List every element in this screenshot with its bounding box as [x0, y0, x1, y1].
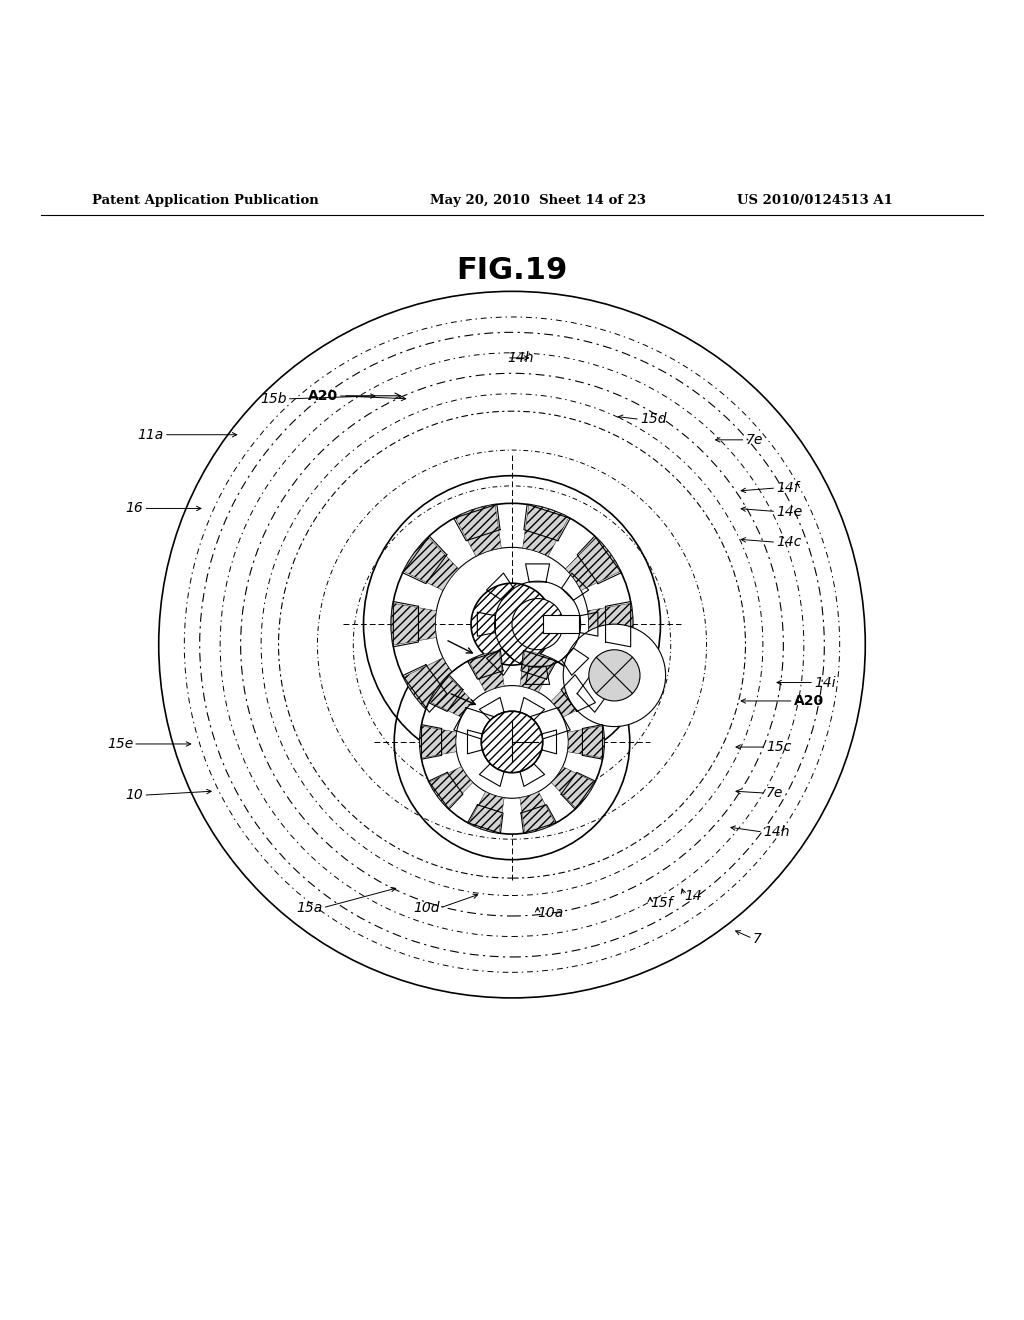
Wedge shape — [565, 537, 621, 590]
Wedge shape — [429, 676, 473, 717]
Text: 14i: 14i — [814, 676, 836, 689]
Wedge shape — [469, 792, 504, 833]
Wedge shape — [567, 726, 604, 758]
Text: US 2010/0124513 A1: US 2010/0124513 A1 — [737, 194, 893, 207]
Text: 10a: 10a — [538, 906, 564, 920]
Wedge shape — [551, 767, 595, 808]
Text: 14c: 14c — [776, 535, 802, 549]
Wedge shape — [520, 792, 555, 833]
Wedge shape — [522, 504, 568, 556]
Text: A20: A20 — [794, 694, 823, 708]
Circle shape — [420, 649, 604, 834]
Circle shape — [563, 624, 666, 726]
Text: 15e: 15e — [106, 737, 133, 751]
Wedge shape — [420, 726, 457, 758]
Text: 15b: 15b — [260, 392, 287, 405]
Circle shape — [589, 649, 640, 701]
Text: 7e: 7e — [745, 433, 763, 447]
Wedge shape — [391, 603, 436, 645]
Text: 11a: 11a — [137, 428, 164, 442]
Text: 15f: 15f — [650, 896, 673, 909]
Text: 14: 14 — [684, 888, 701, 903]
Text: 7e: 7e — [766, 787, 783, 800]
Text: FIG.19: FIG.19 — [457, 256, 567, 285]
Wedge shape — [469, 651, 504, 692]
Text: 10: 10 — [126, 788, 143, 803]
Text: 10d: 10d — [414, 900, 440, 915]
Text: 15c: 15c — [766, 741, 792, 754]
Wedge shape — [429, 767, 473, 808]
Wedge shape — [565, 657, 621, 711]
Circle shape — [512, 598, 563, 649]
Text: 15d: 15d — [640, 412, 667, 426]
Circle shape — [471, 583, 553, 665]
Wedge shape — [551, 676, 595, 717]
Wedge shape — [403, 537, 459, 590]
Text: 14h: 14h — [507, 351, 534, 364]
Text: 15a: 15a — [296, 900, 323, 915]
Text: 16: 16 — [126, 502, 143, 515]
Text: 14e: 14e — [776, 504, 803, 519]
Wedge shape — [456, 504, 502, 556]
Wedge shape — [403, 657, 459, 711]
Text: A20: A20 — [308, 389, 338, 403]
Circle shape — [391, 503, 633, 744]
Circle shape — [481, 711, 543, 772]
Wedge shape — [588, 603, 633, 645]
Text: 14f: 14f — [776, 480, 799, 495]
Text: Patent Application Publication: Patent Application Publication — [92, 194, 318, 207]
Wedge shape — [456, 692, 502, 743]
FancyBboxPatch shape — [543, 615, 579, 634]
Text: 14h: 14h — [763, 825, 790, 840]
Text: May 20, 2010  Sheet 14 of 23: May 20, 2010 Sheet 14 of 23 — [430, 194, 646, 207]
Wedge shape — [520, 651, 555, 692]
Text: 7: 7 — [753, 932, 762, 945]
Wedge shape — [522, 692, 568, 743]
